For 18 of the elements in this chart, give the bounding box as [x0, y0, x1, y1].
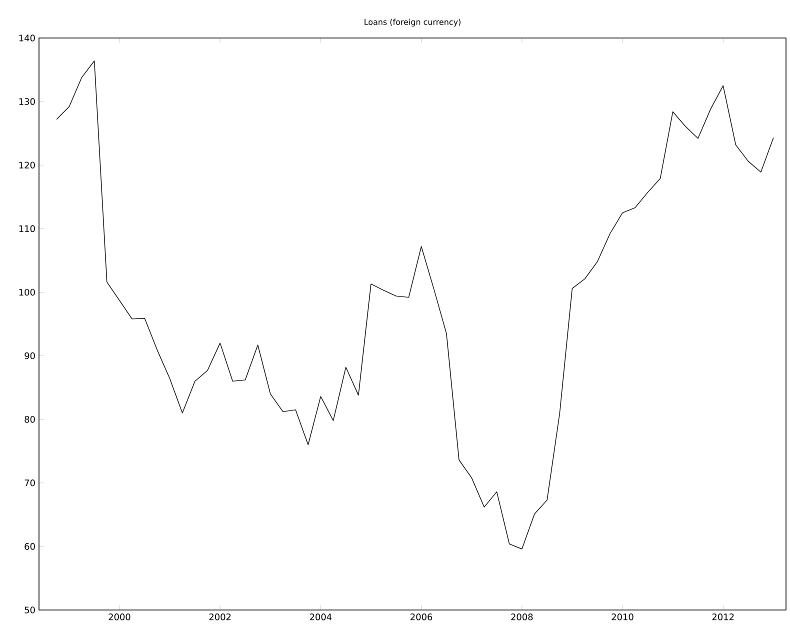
y-tick-label: 60 — [24, 543, 35, 550]
x-tick-label: 2004 — [310, 614, 332, 620]
y-tick-label: 120 — [19, 162, 35, 169]
y-tick-label: 140 — [19, 34, 35, 42]
x-tick-label: 2006 — [410, 614, 432, 620]
y-tick-label: 100 — [19, 288, 35, 296]
y-tick-label: 130 — [19, 98, 35, 105]
x-tick-label: 2010 — [612, 614, 634, 620]
x-tick-label: 2000 — [108, 614, 130, 620]
y-tick-label: 90 — [24, 352, 35, 360]
x-tick-label: 2012 — [712, 614, 734, 620]
y-tick-label: 70 — [24, 480, 35, 486]
y-tick-label: 50 — [24, 606, 35, 614]
x-tick-label: 2002 — [209, 614, 231, 620]
y-tick-label: 110 — [19, 225, 35, 232]
x-tick-label: 2008 — [511, 614, 533, 620]
y-tick-label: 80 — [24, 416, 35, 423]
line-series — [56, 60, 774, 550]
